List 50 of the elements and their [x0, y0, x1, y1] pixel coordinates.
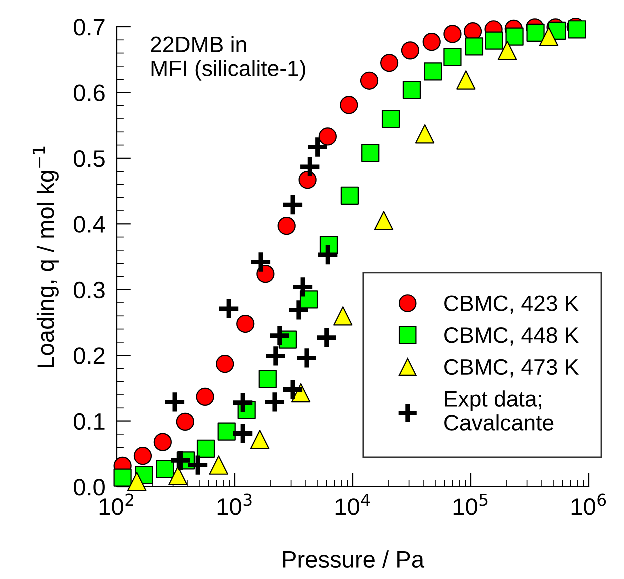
- y-tick-label: 0.6: [74, 84, 105, 102]
- annotation: 22DMB in MFI (silicalite-1): [151, 36, 306, 81]
- point: [465, 38, 484, 56]
- point: [382, 110, 400, 128]
- point: [256, 265, 275, 284]
- point: [258, 370, 277, 388]
- point: [176, 412, 194, 432]
- point: [568, 20, 586, 39]
- point: [278, 217, 296, 236]
- point: [134, 447, 152, 466]
- point: [154, 433, 172, 452]
- y-tick-label: 0.7: [74, 19, 105, 36]
- legend-label: CBMC, 448 K: [444, 328, 580, 346]
- point: [526, 24, 545, 42]
- point: [196, 440, 216, 458]
- y-tick-label: 0.0: [74, 479, 105, 496]
- x-tick-label: 10$^{3}$: [218, 494, 252, 516]
- point: [444, 25, 462, 44]
- y-tick-label: 0.1: [74, 413, 105, 430]
- point: [424, 62, 442, 81]
- point: [236, 314, 255, 334]
- y-axis-title: Loading, q / mol kg$^{−1}$: [32, 146, 59, 368]
- point: [218, 422, 236, 441]
- point: [340, 186, 359, 205]
- point: [402, 81, 422, 100]
- x-tick-label: 10$^{5}$: [454, 494, 488, 516]
- y-tick-label: 0.5: [74, 150, 105, 168]
- legend-label: CBMC, 473 K: [444, 359, 580, 378]
- point: [485, 32, 504, 50]
- point: [156, 460, 174, 478]
- point: [196, 388, 214, 406]
- point: [444, 48, 462, 66]
- x-tick-label: 10$^{6}$: [572, 494, 606, 516]
- point: [340, 96, 358, 114]
- point: [422, 33, 441, 52]
- x-axis-title: Pressure / Pa: [283, 550, 425, 568]
- legend-label: Expt data; Cavalcante: [444, 390, 554, 431]
- x-tick-label: 10$^{4}$: [336, 494, 370, 516]
- point: [401, 42, 420, 60]
- point: [216, 355, 234, 374]
- point: [298, 171, 317, 190]
- legend-label: CBMC, 423 K: [444, 296, 580, 314]
- point: [506, 28, 524, 46]
- y-tick-label: 0.3: [74, 282, 105, 299]
- y-tick-label: 0.2: [74, 348, 105, 364]
- point: [360, 72, 379, 90]
- point: [318, 128, 337, 146]
- point: [362, 144, 380, 162]
- point: [380, 54, 399, 72]
- y-tick-label: 0.4: [74, 216, 106, 233]
